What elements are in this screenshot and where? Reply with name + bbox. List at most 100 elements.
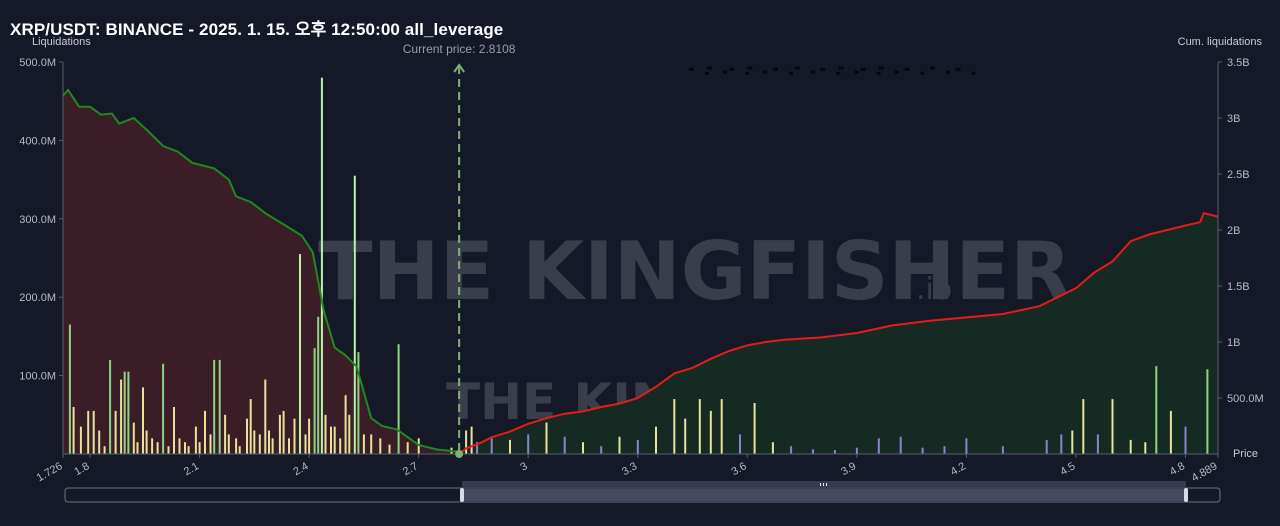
liquidity-dot xyxy=(810,70,815,74)
liquidation-bar xyxy=(308,418,311,454)
liquidity-dot xyxy=(854,70,859,74)
liquidation-bar xyxy=(224,414,227,454)
liquidation-bar xyxy=(921,447,924,454)
liquidation-bar xyxy=(476,442,479,454)
liquidation-bar xyxy=(253,430,256,454)
liquidation-bar xyxy=(600,446,603,454)
range-slider-right-handle[interactable] xyxy=(1184,488,1188,502)
range-slider-left-handle[interactable] xyxy=(460,488,464,502)
liquidity-dot xyxy=(860,67,866,71)
liquidation-bar xyxy=(545,422,548,454)
liquidation-bar xyxy=(333,426,336,454)
chart-title: XRP/USDT: BINANCE - 2025. 1. 15. 오후 12:5… xyxy=(10,20,504,39)
liquidation-bar xyxy=(184,442,186,454)
liquidation-bar xyxy=(812,449,814,454)
liquidation-bar xyxy=(582,442,584,454)
liquidation-bar xyxy=(268,430,270,454)
range-slider-grip-icon[interactable] xyxy=(820,483,827,486)
x-tick-label: 4.889 xyxy=(1190,460,1220,484)
liquidation-bar xyxy=(490,438,493,454)
liquidity-dot xyxy=(772,67,778,71)
liquidation-bar xyxy=(698,399,701,454)
liquidation-bar xyxy=(855,447,858,454)
range-slider[interactable] xyxy=(64,481,1221,503)
liquidity-dot xyxy=(904,67,910,71)
liquidation-bar xyxy=(288,438,290,454)
short-liquidations-area xyxy=(459,213,1219,454)
liquidity-dot xyxy=(894,70,899,74)
liquidity-dot xyxy=(836,71,841,75)
liquidation-bar xyxy=(1155,366,1158,454)
liquidation-bar xyxy=(684,418,687,454)
liquidation-bar xyxy=(72,407,75,454)
watermark-large: THE KINGFISHER .io xyxy=(318,225,1072,318)
current-price-marker: Current price: 2.8108 xyxy=(403,42,516,458)
liquidation-bar xyxy=(1060,434,1063,454)
liquidation-bar xyxy=(1071,430,1074,454)
x-tick-label: 4.2 xyxy=(949,460,968,478)
liquidation-bar xyxy=(320,77,323,454)
liquidity-dot xyxy=(945,70,950,74)
liquidation-bar xyxy=(943,446,946,454)
liquidation-bar xyxy=(98,430,101,454)
current-price-arrow xyxy=(453,63,465,73)
liquidity-dot xyxy=(688,67,694,71)
liquidation-bar xyxy=(877,438,880,454)
liquidation-bar xyxy=(132,422,135,454)
x-tick-label: 3 xyxy=(518,460,529,473)
liquidation-bar xyxy=(417,438,420,454)
liquidity-dots xyxy=(688,66,976,75)
current-price-dot xyxy=(455,450,464,458)
liquidity-dot xyxy=(704,71,709,75)
liquidation-bar xyxy=(249,399,252,454)
liquidation-bar xyxy=(123,371,126,454)
liquidation-bar xyxy=(1082,399,1085,454)
liquidation-bar xyxy=(79,426,82,454)
liquidation-bar xyxy=(339,438,342,454)
liquidation-bar xyxy=(218,359,221,454)
liquidation-bar xyxy=(258,434,261,454)
liquidity-dot xyxy=(820,67,826,71)
range-slider-selection[interactable] xyxy=(462,489,1186,501)
current-price-label: Current price: 2.8108 xyxy=(403,42,516,56)
liquidation-bar xyxy=(235,438,238,454)
watermark-text: THE KINGFISHER xyxy=(318,225,1072,318)
right-tick-label: 1B xyxy=(1227,337,1240,349)
liquidation-bar xyxy=(353,175,356,454)
liquidation-bar xyxy=(114,410,117,454)
liquidation-bar xyxy=(1001,446,1004,454)
liquidation-bar xyxy=(673,399,676,454)
right-tick-label: 500.0M xyxy=(1227,393,1264,405)
liquidity-dot xyxy=(723,70,728,74)
liquidation-bar xyxy=(370,434,373,454)
left-tick-label: 400.0M xyxy=(19,135,56,147)
liquidation-bar xyxy=(156,442,159,454)
liquidation-bar xyxy=(136,442,139,454)
right-tick-label: 3.5B xyxy=(1227,57,1250,69)
liquidation-bar xyxy=(965,438,968,454)
liquidation-bar xyxy=(1169,410,1172,454)
liquidation-bar xyxy=(167,446,170,454)
liquidation-bar xyxy=(304,434,307,454)
liquidation-bar xyxy=(87,410,90,454)
liquidation-bar xyxy=(527,434,530,454)
liquidity-dot xyxy=(729,67,735,71)
left-axis-ticks: 500.0M 400.0M 300.0M 200.0M 100.0M xyxy=(19,57,63,383)
liquidation-bar xyxy=(618,436,621,454)
short-cumulative-line xyxy=(458,212,1219,455)
liquidation-bar xyxy=(470,426,473,454)
liquidation-bar xyxy=(636,439,639,454)
liquidation-bar xyxy=(1144,442,1147,454)
x-tick-label: 3.9 xyxy=(839,460,858,478)
liquidation-bar xyxy=(162,363,165,454)
liquidation-bar xyxy=(720,399,723,454)
left-tick-label: 300.0M xyxy=(19,214,56,226)
liquidity-dot xyxy=(794,66,800,70)
long-liquidations-area xyxy=(63,90,460,454)
liquidation-bar xyxy=(209,434,212,454)
liquidation-bar xyxy=(178,438,181,454)
left-axis-title: Liquidations xyxy=(32,36,91,48)
right-tick-label: 2B xyxy=(1227,225,1240,237)
liquidation-bar xyxy=(1111,399,1114,454)
